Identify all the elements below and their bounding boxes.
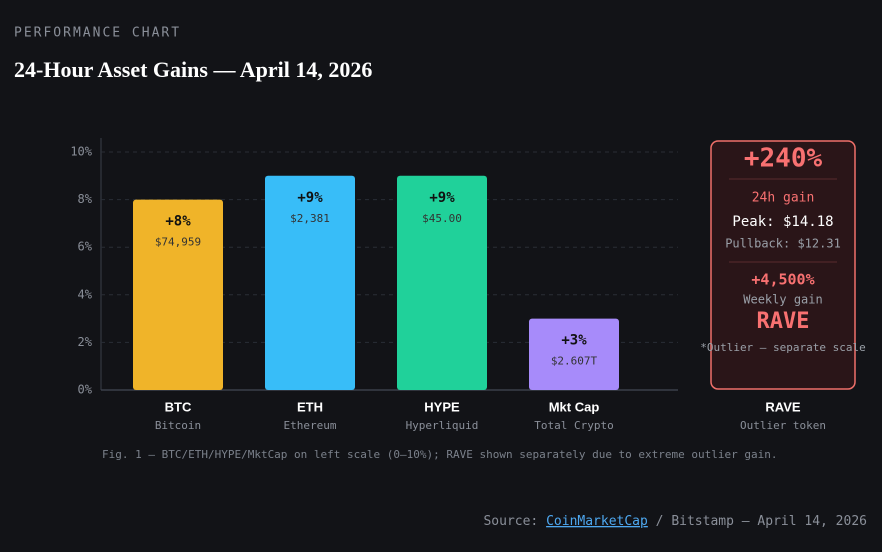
price-label: $45.00 bbox=[422, 212, 462, 225]
y-tick-label: 6% bbox=[78, 240, 93, 254]
price-label: $2,381 bbox=[290, 212, 330, 225]
pullback: Pullback: $12.31 bbox=[725, 237, 841, 251]
y-tick-label: 0% bbox=[78, 383, 93, 397]
card-frame bbox=[710, 140, 856, 390]
x-tick-sublabel: Outlier token bbox=[740, 419, 826, 432]
y-tick-label: 10% bbox=[70, 145, 92, 159]
y-tick-label: 8% bbox=[78, 192, 93, 206]
bar bbox=[529, 318, 619, 390]
x-tick-sublabel: Ethereum bbox=[284, 419, 337, 432]
weekly-label: Weekly gain bbox=[743, 293, 822, 307]
x-tick-label: RAVE bbox=[765, 399, 800, 414]
price-label: $2.607T bbox=[551, 355, 598, 368]
outlier-name: RAVE bbox=[757, 309, 810, 334]
note: *Outlier — separate scale bbox=[700, 341, 866, 354]
gain: +240% bbox=[744, 144, 823, 174]
price-label: $74,959 bbox=[155, 236, 201, 249]
title: 24-Hour Asset Gains — April 14, 2026 bbox=[14, 57, 372, 82]
source-suffix: / Bitstamp — April 14, 2026 bbox=[656, 514, 867, 529]
x-tick-sublabel: Hyperliquid bbox=[406, 419, 479, 432]
value-label: +8% bbox=[165, 214, 191, 230]
y-tick-label: 2% bbox=[78, 335, 93, 349]
x-tick-sublabel: Bitcoin bbox=[155, 419, 201, 432]
bar bbox=[133, 199, 223, 390]
y-tick-label: 4% bbox=[78, 287, 93, 301]
x-tick-sublabel: Total Crypto bbox=[534, 419, 613, 432]
value-label: +3% bbox=[561, 333, 587, 349]
weekly: +4,500% bbox=[751, 271, 814, 289]
source-prefix: Source: bbox=[483, 514, 538, 529]
source: Source: CoinMarketCap / Bitstamp — April… bbox=[483, 514, 867, 529]
caption: Fig. 1 — BTC/ETH/HYPE/MktCap on left sca… bbox=[102, 448, 778, 461]
x-tick-label: ETH bbox=[297, 399, 323, 414]
source-link[interactable]: CoinMarketCap bbox=[546, 514, 648, 529]
x-tick-label: Mkt Cap bbox=[549, 399, 600, 414]
x-tick-label: HYPE bbox=[424, 399, 460, 414]
x-tick-label: BTC bbox=[165, 399, 192, 414]
outlier-card: +240% 24h gain Peak: $14.18 Pullback: $1… bbox=[700, 140, 866, 432]
bar bbox=[397, 175, 487, 390]
value-label: +9% bbox=[297, 190, 323, 206]
value-label: +9% bbox=[429, 190, 455, 206]
eyebrow: PERFORMANCE CHART bbox=[14, 26, 181, 41]
gain-label: 24h gain bbox=[752, 191, 815, 206]
bar bbox=[265, 175, 355, 390]
peak: Peak: $14.18 bbox=[732, 214, 833, 230]
